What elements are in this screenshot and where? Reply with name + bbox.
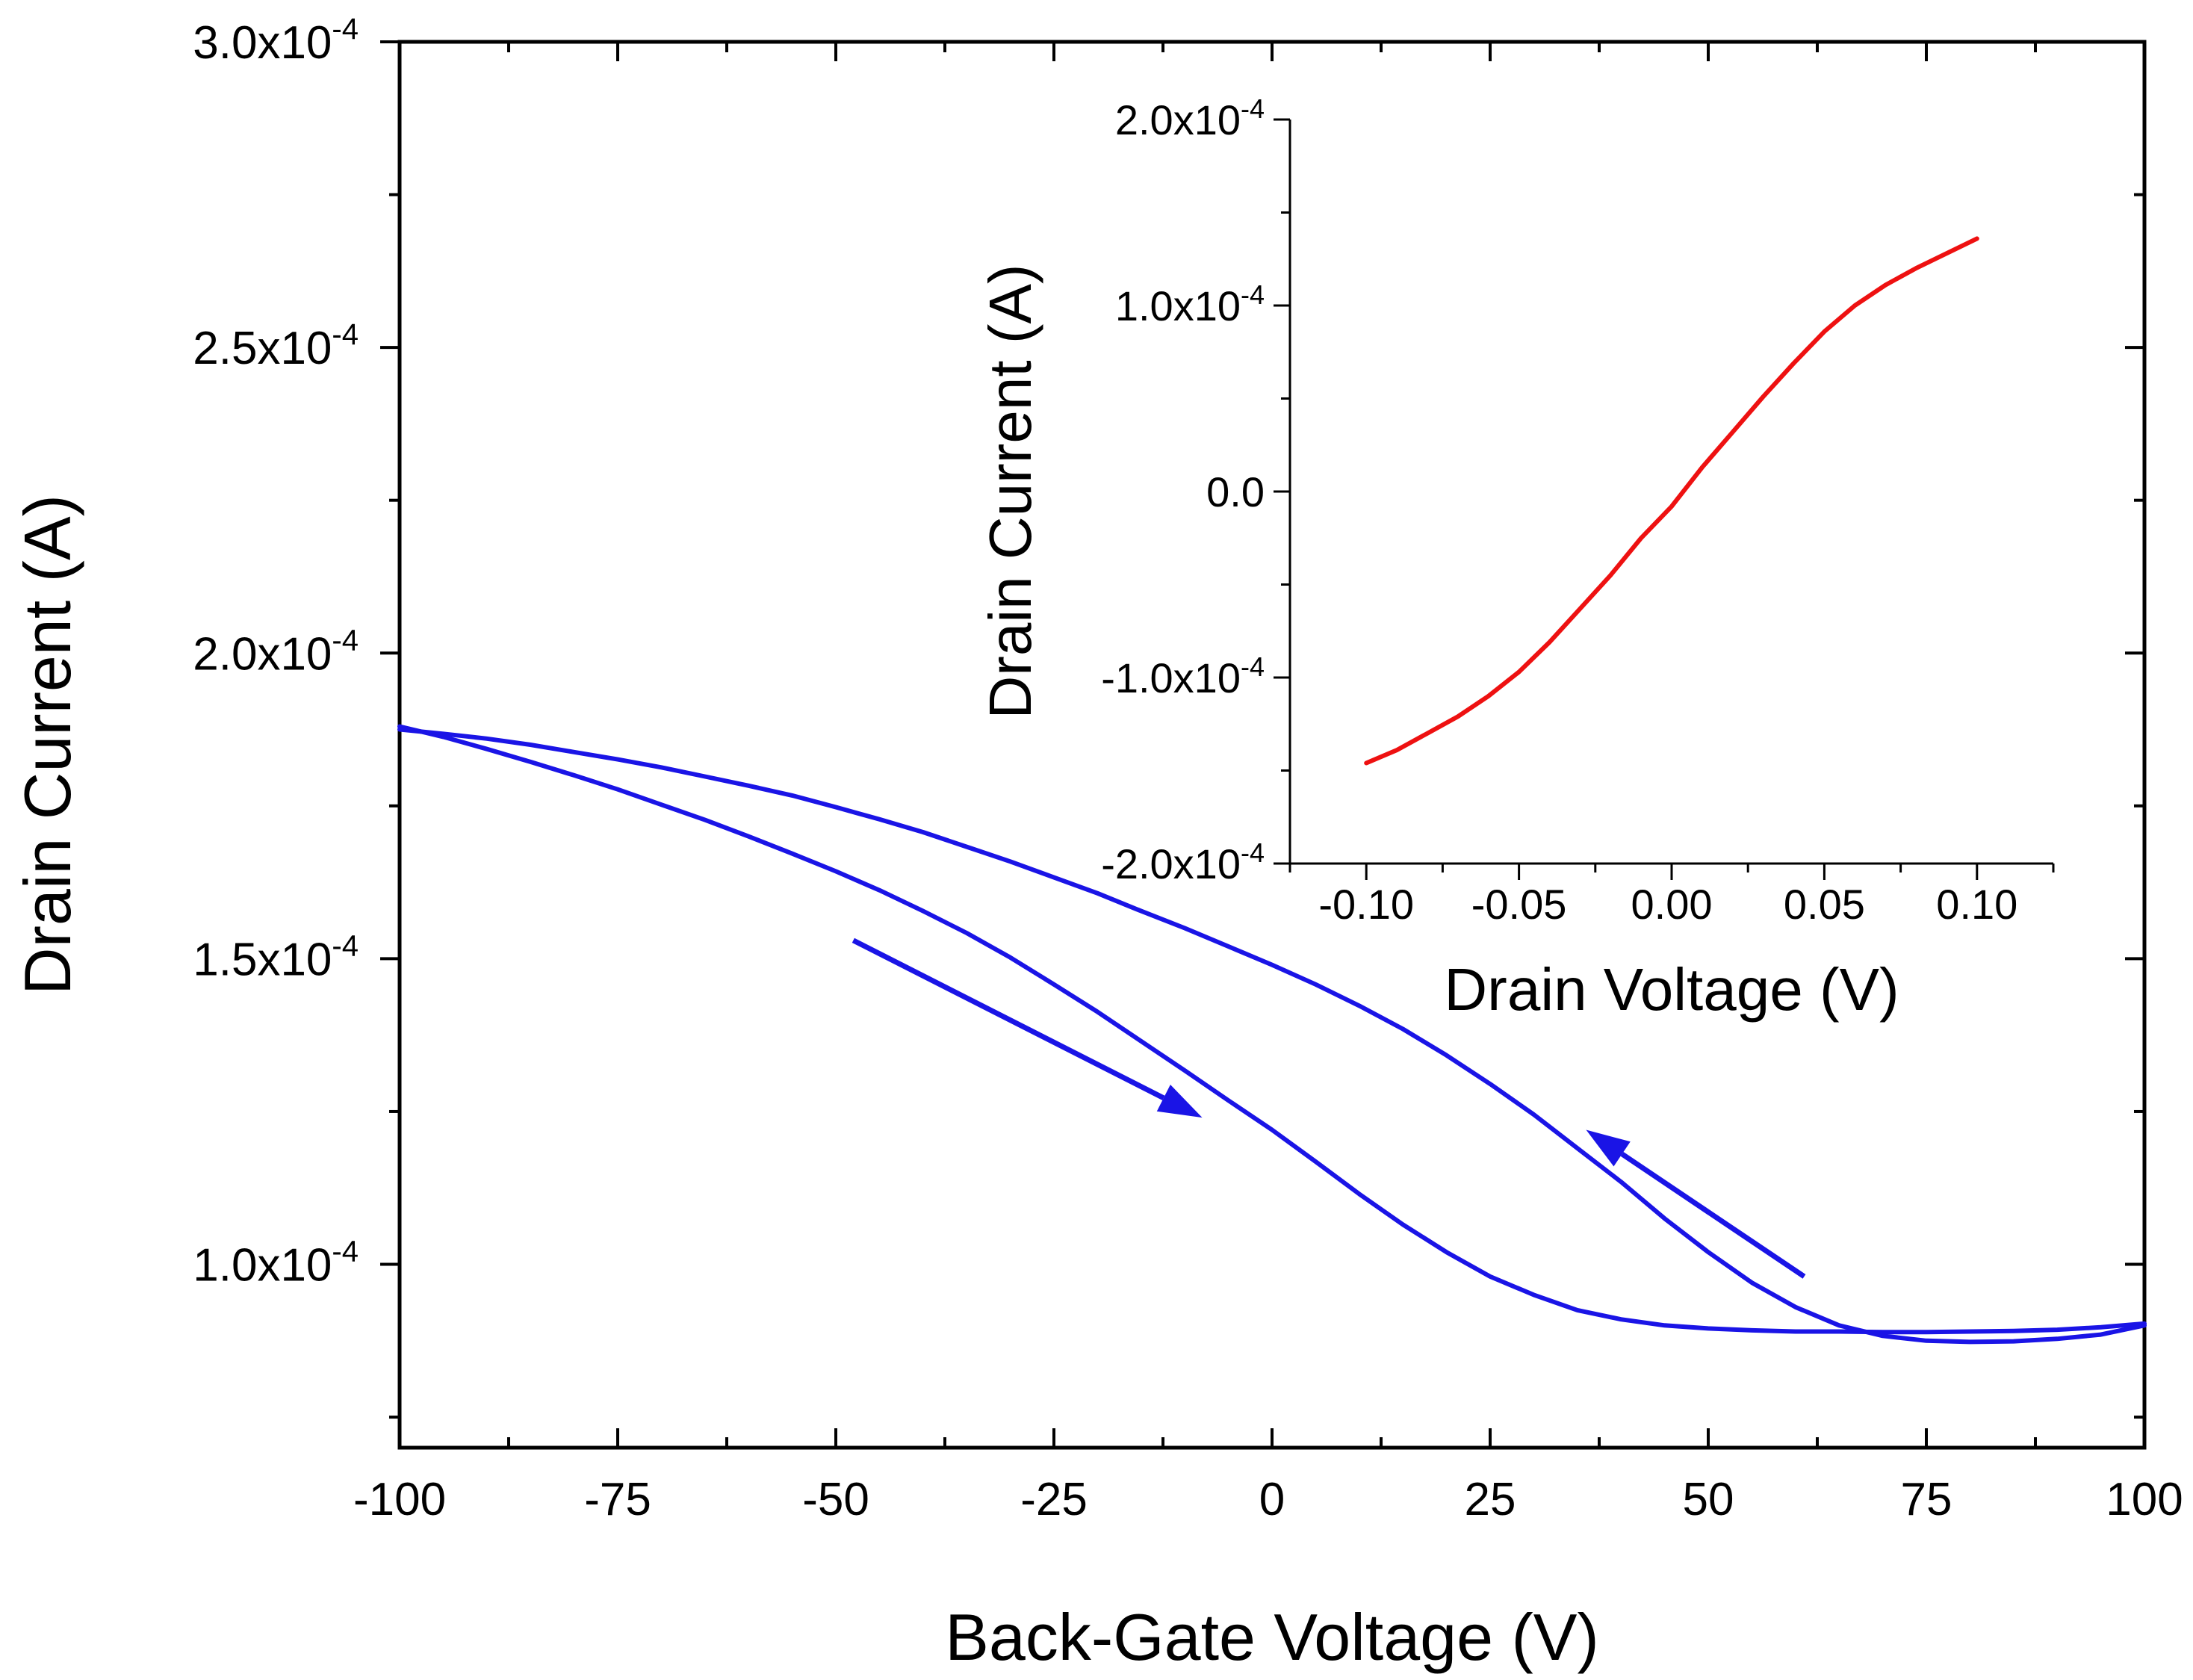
main-series bbox=[397, 724, 2147, 1345]
inset-y-axis-title: Drain Current (A) bbox=[977, 264, 1043, 719]
main-x-tick-label: 0 bbox=[1259, 1474, 1285, 1525]
inset-series bbox=[1364, 236, 1979, 766]
main-x-tick-label: -100 bbox=[353, 1474, 446, 1525]
main-y-tick-label: 1.0x10-4 bbox=[193, 1236, 359, 1292]
inset-plot: -0.10 -0.05 0.00 0.05 0.10 -2.0x10-4 -1.0x10-… bbox=[977, 93, 2055, 1023]
main-y-tick-label: 1.5x10-4 bbox=[193, 929, 359, 985]
direction-arrow-shaft bbox=[852, 937, 1165, 1100]
main-series-reverse-line bbox=[397, 727, 2147, 1345]
direction-arrow-shaft bbox=[1620, 1151, 1806, 1279]
main-ticks bbox=[380, 40, 2146, 1448]
main-y-tick-label: 2.0x10-4 bbox=[193, 624, 359, 680]
inset-ticks bbox=[1274, 118, 2055, 880]
inset-x-tick-labels: -0.10 -0.05 0.00 0.05 0.10 bbox=[1318, 881, 2017, 928]
main-plot: -100 -75 -50 -25 0 25 50 75 100 1.0x10-4 1.5x10-4… bbox=[10, 13, 2183, 1674]
main-x-tick-label: -75 bbox=[584, 1474, 651, 1525]
main-x-tick-label: 50 bbox=[1683, 1474, 1734, 1525]
main-x-tick-label: 75 bbox=[1901, 1474, 1952, 1525]
inset-x-tick-label: 0.05 bbox=[1784, 881, 1865, 928]
main-y-axis-title: Drain Current (A) bbox=[10, 495, 84, 995]
inset-plot-background bbox=[1290, 120, 2053, 864]
inset-y-tick-label: -1.0x10-4 bbox=[1101, 651, 1265, 701]
main-x-tick-label: 25 bbox=[1465, 1474, 1516, 1525]
main-annotations bbox=[852, 937, 1806, 1279]
main-x-tick-label: -25 bbox=[1020, 1474, 1088, 1525]
inset-y-tick-labels: -2.0x10-4 -1.0x10-4 0.0 1.0x10-4 2.0x10-4 bbox=[1101, 93, 1265, 887]
main-y-tick-label: 2.5x10-4 bbox=[193, 318, 359, 374]
main-y-tick-labels: 1.0x10-4 1.5x10-4 2.0x10-4 2.5x10-4 3.0x10-4 bbox=[193, 13, 359, 1292]
main-x-tick-label: -50 bbox=[802, 1474, 869, 1525]
main-series-forward-line bbox=[397, 724, 2147, 1335]
direction-arrow-head bbox=[1586, 1129, 1631, 1167]
inset-series-line bbox=[1364, 236, 1979, 766]
main-x-axis-title: Back-Gate Voltage (V) bbox=[945, 1600, 1599, 1674]
inset-x-tick-label: -0.10 bbox=[1318, 881, 1414, 928]
main-x-tick-labels: -100 -75 -50 -25 0 25 50 75 100 bbox=[353, 1474, 2183, 1525]
inset-y-tick-label: -2.0x10-4 bbox=[1101, 837, 1265, 887]
inset-x-tick-label: -0.05 bbox=[1471, 881, 1567, 928]
main-y-tick-label: 3.0x10-4 bbox=[193, 13, 359, 69]
inset-x-tick-label: 0.00 bbox=[1631, 881, 1713, 928]
main-x-tick-label: 100 bbox=[2106, 1474, 2183, 1525]
inset-x-axis-title: Drain Voltage (V) bbox=[1444, 956, 1899, 1023]
inset-y-tick-label: 1.0x10-4 bbox=[1115, 279, 1265, 329]
direction-arrow-head bbox=[1156, 1085, 1203, 1118]
inset-x-tick-label: 0.10 bbox=[1936, 881, 2017, 928]
inset-y-tick-label: 2.0x10-4 bbox=[1115, 93, 1265, 143]
inset-y-tick-label: 0.0 bbox=[1206, 468, 1265, 515]
